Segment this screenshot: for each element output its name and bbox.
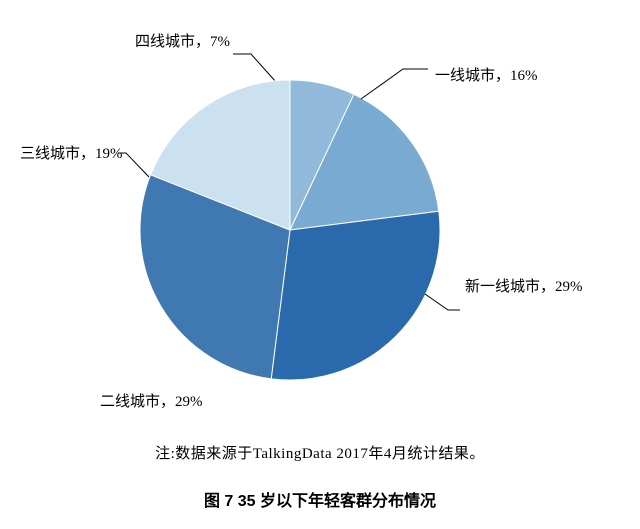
pie-slice — [271, 211, 440, 380]
slice-label: 三线城市，19% — [20, 142, 123, 163]
slice-label: 新一线城市，29% — [465, 275, 583, 296]
slice-label: 一线城市，16% — [435, 64, 538, 85]
slice-label: 四线城市，7% — [135, 30, 230, 51]
pie-chart: 四线城市，7% 一线城市，16% 新一线城市，29% 二线城市，29% 三线城市，19% — [0, 0, 640, 430]
chart-footnote: 注:数据来源于TalkingData 2017年4月统计结果。 — [0, 442, 640, 463]
leader-line — [233, 54, 276, 82]
slice-label: 二线城市，29% — [100, 390, 203, 411]
leader-line — [361, 69, 428, 99]
pie-svg — [0, 0, 640, 430]
chart-caption: 图 7 35 岁以下年轻客群分布情况 — [0, 487, 640, 511]
leader-line — [425, 294, 460, 310]
